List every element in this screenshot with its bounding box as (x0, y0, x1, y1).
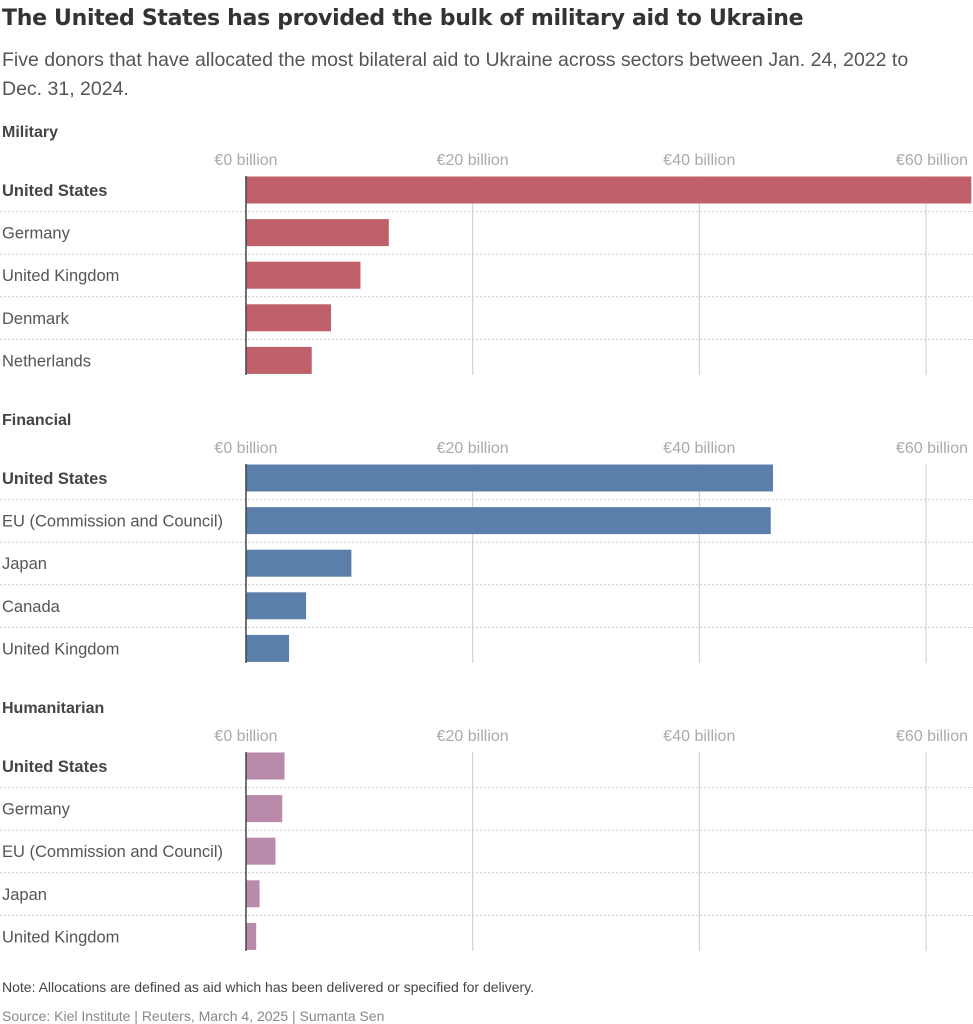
tick-label: €60 billion (896, 728, 968, 745)
bar (246, 922, 257, 950)
category-label: EU (Commission and Council) (2, 513, 223, 531)
category-label: Canada (2, 598, 61, 616)
chart-subtitle: Five donors that have allocated the most… (2, 49, 909, 100)
category-label: Netherlands (2, 352, 91, 370)
category-label: United Kingdom (2, 928, 119, 946)
bar (246, 880, 260, 908)
panel-title: Military (2, 124, 58, 141)
category-label: Japan (2, 555, 47, 573)
bar (246, 176, 972, 204)
category-label: United States (2, 182, 107, 200)
chart-note: Note: Allocations are defined as aid whi… (2, 979, 535, 995)
category-label: Japan (2, 886, 47, 904)
bar (246, 304, 331, 332)
tick-label: €0 billion (214, 440, 277, 457)
bar (246, 261, 361, 289)
tick-label: €40 billion (663, 440, 735, 457)
bar (246, 549, 352, 577)
tick-label: €0 billion (214, 728, 277, 745)
category-label: Germany (2, 225, 71, 243)
panel-title: Humanitarian (2, 700, 104, 717)
tick-label: €60 billion (896, 152, 968, 169)
bar (246, 219, 389, 247)
bar (246, 837, 276, 865)
bar (246, 592, 307, 620)
category-label: United Kingdom (2, 640, 119, 658)
tick-label: €20 billion (437, 728, 509, 745)
category-label: United Kingdom (2, 267, 119, 285)
chart-source: Source: Kiel Institute | Reuters, March … (2, 1008, 385, 1024)
tick-label: €20 billion (437, 440, 509, 457)
chart-title: The United States has provided the bulk … (2, 6, 804, 31)
tick-label: €20 billion (437, 152, 509, 169)
category-label: United States (2, 470, 107, 488)
bar (246, 464, 773, 492)
bar (246, 752, 285, 780)
bar (246, 634, 290, 662)
panel-title: Financial (2, 412, 71, 429)
category-label: United States (2, 758, 107, 776)
tick-label: €40 billion (663, 728, 735, 745)
tick-label: €40 billion (663, 152, 735, 169)
bar (246, 346, 312, 374)
category-label: Denmark (2, 310, 70, 328)
category-label: EU (Commission and Council) (2, 843, 223, 861)
tick-label: €60 billion (896, 440, 968, 457)
bar (246, 795, 283, 823)
bar (246, 507, 771, 535)
category-label: Germany (2, 801, 71, 819)
tick-label: €0 billion (214, 152, 277, 169)
